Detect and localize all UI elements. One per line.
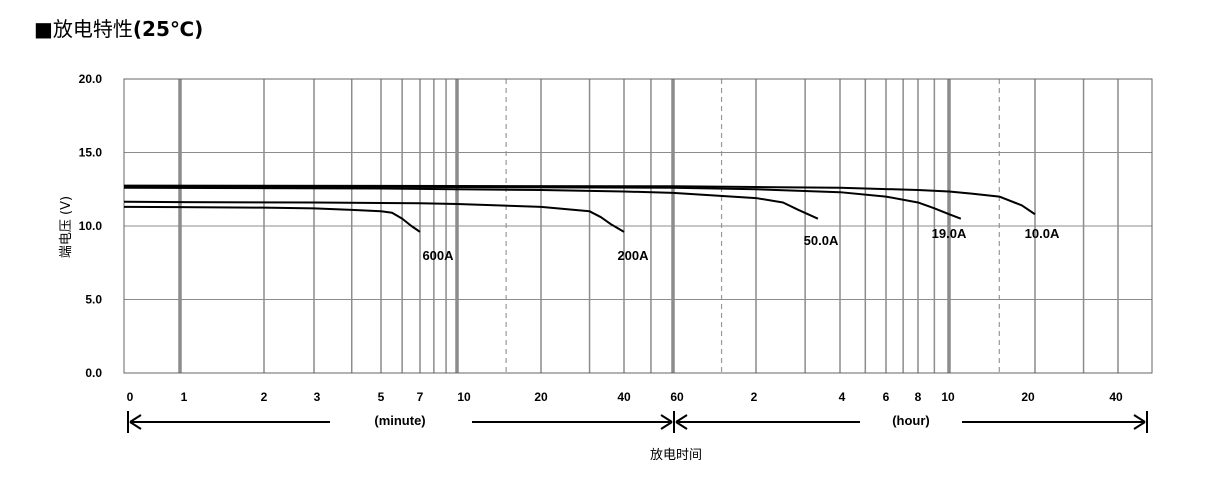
title-marker: ■ (34, 17, 53, 41)
series-line (123, 200, 625, 233)
series-label: 600A (422, 248, 454, 263)
series-line (123, 185, 962, 220)
arrow-head (675, 414, 688, 430)
x-tick-label: 2 (261, 390, 268, 404)
arrow-head (129, 414, 142, 430)
x-tick-label: 4 (839, 390, 846, 404)
y-tick-label: 5.0 (85, 293, 102, 307)
y-tick-label: 0.0 (85, 366, 102, 380)
x-tick-label: 40 (1109, 390, 1123, 404)
page-title: ■放电特性(25℃) (34, 15, 203, 43)
chart-labels: 0.0 5.0 10.0 15.0 20.0 0 1 2 3 5 7 10 20 40 60 2 4 6 8 10 20… (59, 72, 1148, 463)
x-tick-label: 7 (417, 390, 424, 404)
series-line (123, 186, 819, 220)
arrow-head (660, 414, 673, 430)
x-tick-label: 6 (883, 390, 890, 404)
y-tick-label: 15.0 (79, 146, 103, 160)
y-tick-label: 10.0 (79, 219, 103, 233)
x-tick-label: 20 (534, 390, 548, 404)
x-unit-hour: (hour) (892, 413, 930, 428)
title-text: 放电特性 (52, 17, 133, 41)
series-label: 200A (617, 248, 649, 263)
x-tick-label: 1 (181, 390, 188, 404)
x-tick-label: 40 (617, 390, 631, 404)
x-unit-minute: (minute) (374, 413, 425, 428)
x-axis-title: 放电时间 (650, 448, 702, 463)
y-axis-title: 端电压 (V) (59, 196, 74, 258)
series-label: 10.0A (1025, 226, 1060, 241)
chart-series (123, 184, 1036, 233)
series-line (123, 205, 421, 233)
x-tick-label: 5 (378, 390, 385, 404)
x-tick-label: 20 (1021, 390, 1035, 404)
series-line (123, 184, 1036, 216)
title-condition: (25℃) (132, 17, 204, 41)
x-tick-label: 10 (457, 390, 471, 404)
x-tick-label: 3 (314, 390, 321, 404)
series-label: 19.0A (932, 226, 967, 241)
chart-grid (123, 78, 1153, 374)
x-tick-label: 0 (127, 390, 134, 404)
x-tick-label: 60 (670, 390, 684, 404)
plot-frame (123, 78, 1153, 374)
x-tick-label: 8 (915, 390, 922, 404)
x-tick-label: 2 (751, 390, 758, 404)
series-label: 50.0A (804, 233, 839, 248)
arrow-head (1133, 414, 1146, 430)
x-tick-label: 10 (941, 390, 955, 404)
y-tick-label: 20.0 (79, 72, 103, 86)
